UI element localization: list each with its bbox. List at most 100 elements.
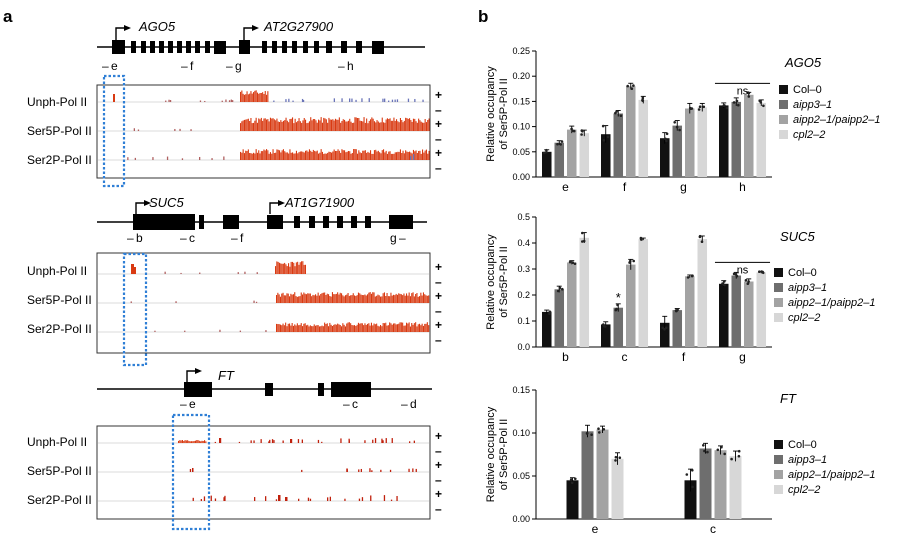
y-axis-label: Relative occupancy <box>485 234 497 330</box>
bar <box>581 431 594 519</box>
y-tick-label: 0.15 <box>512 96 530 106</box>
bar <box>714 450 727 519</box>
replicate-dot <box>573 262 577 266</box>
replicate-dot <box>663 327 666 331</box>
track-label-suc5-ser5p: Ser5P-Pol II <box>27 293 92 307</box>
y-tick-label: 0.00 <box>512 514 530 524</box>
y-axis-label-line2: of Ser5P-Pol II <box>498 246 510 318</box>
track-label-ft-unph: Unph-Pol II <box>27 435 87 449</box>
replicate-dot <box>641 96 645 100</box>
y-axis-label-line2: of Ser5P-Pol II <box>498 78 510 150</box>
x-tick-label: e <box>562 180 569 194</box>
strand-markers-ft: +–+–+– <box>435 429 442 516</box>
replicate-dot <box>747 91 751 95</box>
replicate-dot <box>571 129 575 133</box>
primer-ft-d: d <box>410 397 417 411</box>
bar <box>554 142 565 177</box>
track-panel-suc5 <box>96 252 431 354</box>
strand-minus-label: – <box>435 132 442 146</box>
bar <box>719 105 729 177</box>
primer-suc5-b-dash: – <box>127 231 134 245</box>
bar <box>744 94 754 177</box>
bar <box>579 133 590 177</box>
y-tick-label: 0.20 <box>512 71 530 81</box>
legend-swatch <box>774 313 783 322</box>
bar <box>579 237 590 347</box>
replicate-dot <box>702 105 706 109</box>
replicate-dot <box>690 107 694 110</box>
replicate-dot <box>630 87 634 90</box>
y-tick-label: 0.10 <box>512 122 530 132</box>
legend-label: aipp2–1/paipp2–1 <box>788 297 875 309</box>
bar <box>685 108 695 177</box>
bar <box>756 102 767 177</box>
replicate-dot <box>685 473 689 476</box>
replicate-dot <box>548 312 551 316</box>
primer-ago5-f-dash: – <box>181 59 188 73</box>
replicate-dot <box>744 279 748 282</box>
replicate-dot <box>720 445 723 449</box>
bar <box>672 125 683 177</box>
replicate-dot <box>706 450 709 454</box>
bar <box>542 151 552 177</box>
y-axis-label: Relative occupancy <box>485 406 497 502</box>
strand-minus-label: – <box>435 103 442 117</box>
primer-ft-e: e <box>189 397 196 411</box>
bar-chart-ago5: 0.00 0.05 0.10 0.15 0.20 0.25 Relative occupan… <box>485 46 880 194</box>
significance-label: ns <box>737 264 749 276</box>
chart-title: FT <box>780 391 797 406</box>
x-tick-label: h <box>739 180 746 194</box>
legend-label: cpl2–2 <box>788 312 820 324</box>
y-tick-label: 0.4 <box>517 238 530 248</box>
primer-ft-c-dash: – <box>343 397 350 411</box>
legend-label: aipp2–1/paipp2–1 <box>788 469 875 481</box>
legend-swatch <box>779 100 788 109</box>
replicate-dot <box>543 151 546 155</box>
strand-plus-label: + <box>435 429 442 443</box>
legend-swatch <box>774 268 783 277</box>
replicate-dot <box>582 239 586 243</box>
replicate-dot <box>580 133 583 136</box>
primer-ft-e-dash: – <box>180 397 187 411</box>
y-tick-label: 0.3 <box>517 264 530 274</box>
bar <box>684 480 697 519</box>
bar <box>601 324 611 347</box>
replicate-dot <box>758 270 761 274</box>
bar-chart-ft: 0.00 0.05 0.10 0.15 Relative occupancy of Ser… <box>485 385 875 536</box>
replicate-dot <box>639 236 643 240</box>
replicate-dot <box>628 259 632 263</box>
primer-ft-c: c <box>352 397 358 411</box>
replicate-dot <box>574 477 577 481</box>
replicate-dot <box>691 274 694 278</box>
bar <box>567 129 577 177</box>
replicate-dot <box>558 286 562 290</box>
x-tick-label: c <box>710 522 716 536</box>
replicate-dot <box>603 324 606 328</box>
track-label-ft-ser2p: Ser2P-Pol II <box>27 493 92 507</box>
track-label-ago5-unph: Unph-Pol II <box>27 95 87 109</box>
primer-suc5-g: g <box>390 231 397 245</box>
y-axis-label-line2: of Ser5P-Pol II <box>498 419 510 491</box>
strand-plus-label: + <box>435 487 442 501</box>
track-label-ago5-ser5p: Ser5P-Pol II <box>27 124 92 138</box>
signal-tracks-ft <box>98 438 429 502</box>
y-tick-label: 0.15 <box>512 385 530 395</box>
replicate-dot <box>691 469 694 472</box>
y-tick-label: 0.10 <box>512 428 530 438</box>
bar <box>567 262 577 347</box>
replicate-dot <box>746 282 750 286</box>
replicate-dot <box>722 104 726 107</box>
x-tick-label: e <box>592 522 599 536</box>
y-tick-label: 0.05 <box>512 471 530 481</box>
replicate-dot <box>697 108 701 111</box>
legend-swatch <box>774 283 783 292</box>
bar <box>626 86 636 177</box>
replicate-dot <box>559 143 562 146</box>
replicate-dot <box>570 127 573 131</box>
track-label-ago5-ser2p: Ser2P-Pol II <box>27 153 92 167</box>
strand-markers-suc5: +–+–+– <box>435 260 442 347</box>
y-tick-label: 0.25 <box>512 46 530 56</box>
legend-swatch <box>774 470 783 479</box>
primer-ago5-g: g <box>235 59 242 73</box>
gene-model-ago5 <box>97 25 425 54</box>
